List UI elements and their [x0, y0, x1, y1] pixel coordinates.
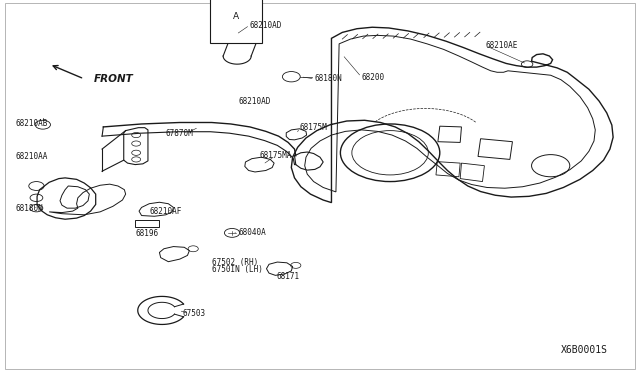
Text: A: A — [233, 12, 239, 21]
Text: 68210AA: 68210AA — [15, 152, 48, 161]
Text: 68180N: 68180N — [315, 74, 342, 83]
Text: 6750IN (LH): 6750IN (LH) — [212, 265, 262, 274]
Text: 68196: 68196 — [135, 230, 158, 238]
Text: 68175M: 68175M — [300, 123, 327, 132]
Text: 68200: 68200 — [362, 73, 385, 81]
Text: 67870M: 67870M — [166, 129, 193, 138]
Text: 68210AD: 68210AD — [250, 20, 282, 29]
Text: X6B0001S: X6B0001S — [561, 345, 608, 355]
Text: 67502 (RH): 67502 (RH) — [212, 258, 258, 267]
Text: 68210AB: 68210AB — [15, 119, 48, 128]
Text: 68040A: 68040A — [239, 228, 266, 237]
Text: 68171: 68171 — [276, 272, 300, 281]
Text: 68180N: 68180N — [15, 204, 43, 214]
Text: 67503: 67503 — [183, 309, 206, 318]
Text: FRONT: FRONT — [94, 74, 134, 84]
Text: 68210AE: 68210AE — [486, 41, 518, 50]
Text: 68210AF: 68210AF — [149, 206, 182, 216]
Text: 68210AD: 68210AD — [239, 97, 271, 106]
Text: 68175MA: 68175MA — [259, 151, 292, 160]
